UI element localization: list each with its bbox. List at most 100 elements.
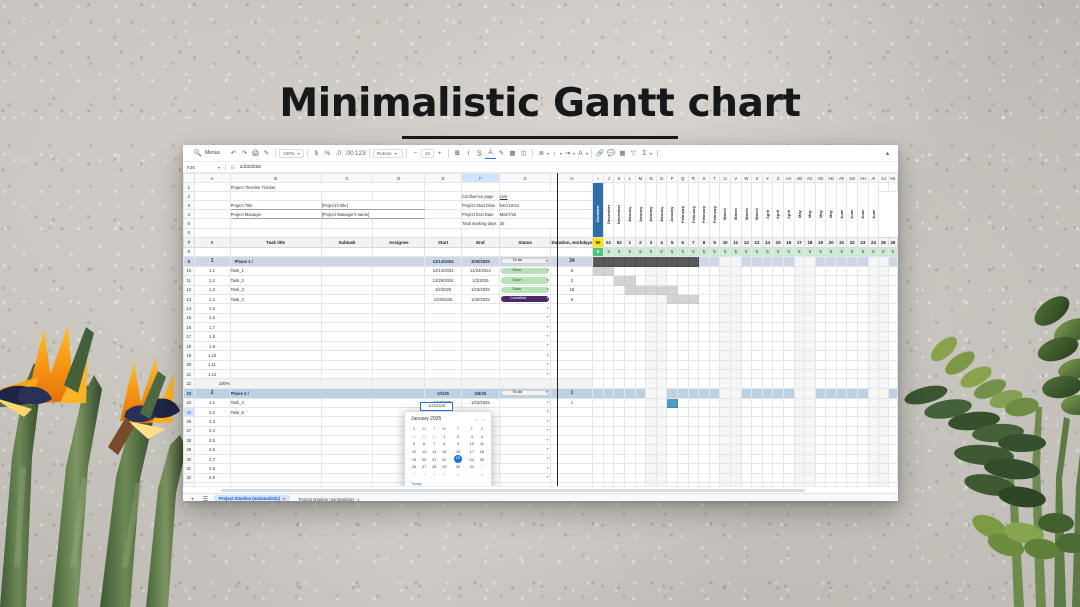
paint-format-icon[interactable]: ✎ bbox=[263, 150, 270, 157]
task-status[interactable]: ▾ bbox=[498, 416, 552, 427]
borders-icon[interactable]: ▦ bbox=[509, 150, 516, 157]
task-status[interactable]: ▾ bbox=[498, 312, 552, 324]
task-status[interactable]: ▾ bbox=[498, 397, 552, 408]
empty-cell[interactable] bbox=[320, 246, 374, 257]
project-end-date[interactable]: Mar/7/25 bbox=[498, 209, 594, 220]
task-status[interactable]: ▾ bbox=[498, 435, 552, 446]
task-subtask[interactable] bbox=[320, 284, 374, 295]
column-header[interactable]: AE bbox=[825, 173, 837, 184]
task-end[interactable] bbox=[460, 322, 500, 333]
phase-start[interactable]: 2/1/25 bbox=[424, 387, 462, 399]
date-cell[interactable]: 3 bbox=[423, 471, 426, 477]
task-row[interactable]: 11 1.2 Task_2 12/29/2024 1/2/2025 Done ▾ 3 bbox=[183, 275, 898, 286]
task-end[interactable] bbox=[460, 312, 500, 324]
chevron-down-icon[interactable]: ▾ bbox=[546, 418, 549, 423]
task-subtask[interactable] bbox=[320, 416, 374, 427]
column-header[interactable]: J bbox=[602, 173, 615, 184]
empty-cell[interactable] bbox=[550, 227, 594, 238]
task-assignee[interactable] bbox=[372, 322, 426, 333]
task-title[interactable] bbox=[229, 463, 322, 474]
chevron-down-icon[interactable]: ▾ bbox=[559, 150, 562, 156]
column-header[interactable]: I bbox=[592, 173, 604, 184]
task-start[interactable]: 1/23/2025 bbox=[424, 293, 462, 305]
task-title[interactable] bbox=[229, 312, 322, 324]
task-row[interactable]: 13 1.4 Task_4 1/23/2025 1/30/2025 Cancelled ▾ 6 bbox=[183, 293, 898, 305]
task-row[interactable]: 18 1.9 ▾ bbox=[183, 340, 898, 352]
date-cell[interactable]: 2 bbox=[412, 471, 416, 477]
phase-row[interactable]: 23 2 Phase 2 /2/1/25 2/6/25 To do ▾ 1 bbox=[183, 387, 898, 399]
task-title[interactable]: Task_1 bbox=[229, 265, 322, 277]
task-subtask[interactable] bbox=[320, 472, 374, 484]
date-cell[interactable]: 4 bbox=[433, 471, 436, 477]
chevron-down-icon[interactable]: ▾ bbox=[218, 164, 221, 170]
task-subtask[interactable] bbox=[320, 444, 374, 455]
empty-cell[interactable] bbox=[193, 227, 231, 238]
task-status[interactable]: ▾ bbox=[498, 350, 552, 361]
date-cell[interactable]: 29 bbox=[442, 464, 447, 470]
task-assignee[interactable] bbox=[372, 312, 426, 324]
task-end[interactable] bbox=[460, 350, 500, 361]
date-cell[interactable]: 7 bbox=[433, 441, 436, 447]
chevron-down-icon[interactable]: ▾ bbox=[546, 352, 549, 357]
task-status[interactable]: ▾ bbox=[498, 453, 552, 465]
row-header[interactable]: 28 bbox=[183, 435, 195, 446]
row-header[interactable]: 6 bbox=[183, 227, 195, 238]
task-status[interactable]: ▾ bbox=[498, 472, 552, 484]
empty-cell[interactable] bbox=[424, 200, 462, 211]
task-subtask[interactable] bbox=[320, 293, 374, 305]
task-row[interactable]: 26 2.3 ▾ bbox=[183, 416, 898, 427]
empty-cell[interactable] bbox=[320, 191, 374, 202]
date-cell[interactable]: 8 bbox=[480, 471, 484, 477]
task-subtask[interactable] bbox=[320, 425, 374, 437]
date-cell[interactable]: 23 bbox=[449, 455, 466, 463]
chevron-down-icon[interactable]: ▾ bbox=[545, 258, 548, 263]
empty-cell[interactable] bbox=[229, 227, 322, 238]
text-color-icon[interactable]: A bbox=[484, 147, 496, 159]
task-end[interactable]: 12/24/2024 bbox=[460, 265, 500, 277]
task-row[interactable]: 28 2.5 ▾ bbox=[183, 435, 898, 446]
table-header-cell[interactable]: # bbox=[193, 236, 231, 248]
column-header-D[interactable]: D bbox=[372, 173, 426, 184]
phase-row[interactable]: 9 1 Phase 1 /12/14/2024 3/30/2025 To do ▾ 34 bbox=[183, 255, 898, 267]
task-end[interactable] bbox=[460, 331, 500, 342]
empty-cell[interactable] bbox=[424, 209, 462, 220]
chevron-down-icon[interactable]: ▾ bbox=[546, 268, 549, 273]
zoom-select[interactable]: 100% ▾ bbox=[279, 148, 304, 158]
empty-cell[interactable] bbox=[372, 227, 426, 238]
column-header[interactable]: Q bbox=[677, 173, 689, 184]
row-header[interactable]: 5 bbox=[183, 218, 195, 229]
font-size-decrease-button[interactable]: − bbox=[413, 149, 418, 157]
task-status[interactable]: Cancelled ▾ bbox=[498, 293, 552, 305]
task-row[interactable]: 14 1.5 ▾ bbox=[183, 303, 898, 314]
link-icon[interactable]: 🔗 bbox=[596, 150, 605, 157]
task-subtask[interactable] bbox=[320, 397, 374, 408]
task-title[interactable] bbox=[229, 369, 322, 380]
column-header-F[interactable]: F bbox=[460, 173, 500, 184]
chevron-down-icon[interactable]: ▾ bbox=[546, 362, 549, 367]
filter-icon[interactable]: ▽ bbox=[630, 150, 636, 157]
column-header[interactable]: AG bbox=[846, 173, 859, 184]
empty-cell[interactable] bbox=[372, 246, 426, 257]
percent-icon[interactable]: % bbox=[324, 149, 331, 157]
task-end[interactable]: 1/23/2025 bbox=[460, 284, 500, 295]
task-status[interactable]: ▾ bbox=[498, 303, 552, 314]
select-all-corner[interactable] bbox=[183, 173, 195, 184]
task-row[interactable]: 19 1.10 ▾ bbox=[183, 350, 898, 361]
column-header[interactable]: AD bbox=[814, 173, 827, 184]
italic-icon[interactable]: I bbox=[467, 149, 470, 157]
column-header[interactable]: L bbox=[624, 173, 636, 184]
task-subtask[interactable] bbox=[320, 435, 374, 446]
chevron-down-icon[interactable]: ▾ bbox=[572, 150, 575, 156]
row-header[interactable]: 30 bbox=[183, 453, 195, 465]
field-value-project-title[interactable]: [Project's title] bbox=[320, 200, 426, 211]
task-title[interactable] bbox=[229, 435, 322, 446]
task-subtask[interactable] bbox=[320, 453, 374, 465]
empty-cell[interactable] bbox=[460, 246, 500, 257]
menus-button[interactable]: 🔍 Menus bbox=[188, 146, 224, 160]
empty-cell[interactable] bbox=[372, 378, 426, 389]
task-title[interactable] bbox=[229, 416, 322, 427]
task-start[interactable] bbox=[424, 350, 462, 361]
task-title[interactable] bbox=[229, 482, 322, 486]
task-assignee[interactable] bbox=[372, 350, 426, 361]
chevron-down-icon[interactable]: ▾ bbox=[546, 400, 549, 405]
